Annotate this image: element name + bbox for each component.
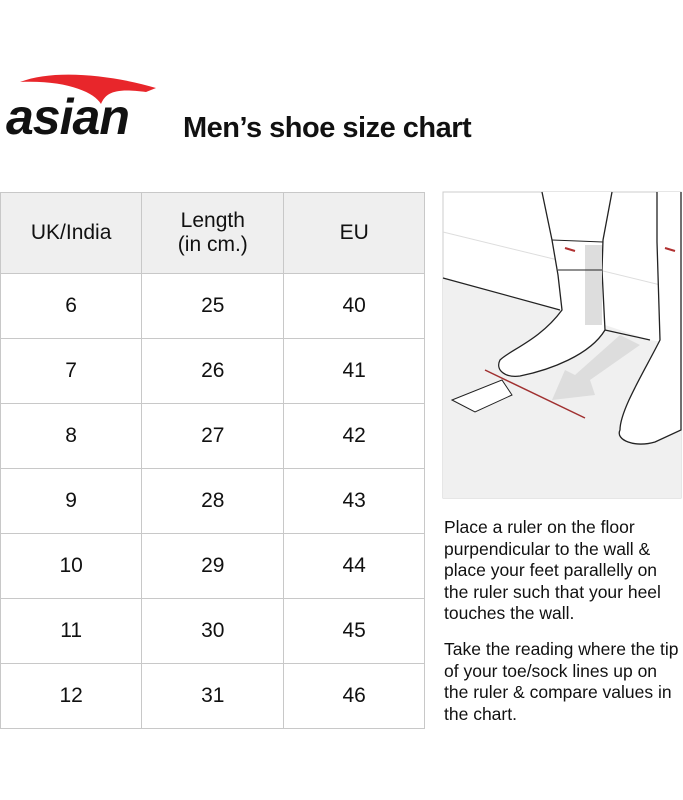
table-row: 10 29 44 [0, 533, 425, 599]
table-cell: 30 [141, 598, 285, 664]
table-row: 6 25 40 [0, 273, 425, 339]
table-cell: 43 [283, 468, 425, 534]
table-cell: 31 [141, 663, 285, 729]
table-row: 7 26 41 [0, 338, 425, 404]
table-row: 12 31 46 [0, 663, 425, 729]
table-row: 11 30 45 [0, 598, 425, 664]
table-cell: 42 [283, 403, 425, 469]
column-header: UK/India [0, 192, 143, 274]
table-row: 9 28 43 [0, 468, 425, 534]
table-cell: 28 [141, 468, 285, 534]
table-cell: 11 [0, 598, 143, 664]
foot-measurement-illustration [442, 191, 682, 499]
table-cell: 7 [0, 338, 143, 404]
table-cell: 46 [283, 663, 425, 729]
instruction-1: Place a ruler on the floor purpendicular… [444, 517, 661, 623]
table-cell: 9 [0, 468, 143, 534]
table-cell: 10 [0, 533, 143, 599]
table-cell: 41 [283, 338, 425, 404]
table-cell: 12 [0, 663, 143, 729]
page-title: Men’s shoe size chart [183, 112, 472, 144]
table-row: 8 27 42 [0, 403, 425, 469]
column-header: EU [283, 192, 425, 274]
brand-logo: asian [6, 89, 130, 145]
table-cell: 40 [283, 273, 425, 339]
instruction-2: Take the reading where the tip of your t… [444, 639, 679, 724]
size-table: UK/India Length (in cm.) EU 6 25 40 7 26 41 8 27 4… [0, 192, 425, 729]
brand-swoosh-icon [20, 74, 156, 104]
table-cell: 27 [141, 403, 285, 469]
table-cell: 8 [0, 403, 143, 469]
table-cell: 26 [141, 338, 285, 404]
table-cell: 29 [141, 533, 285, 599]
table-cell: 44 [283, 533, 425, 599]
table-cell: 6 [0, 273, 143, 339]
column-header: Length (in cm.) [141, 192, 285, 274]
table-cell: 45 [283, 598, 425, 664]
table-cell: 25 [141, 273, 285, 339]
